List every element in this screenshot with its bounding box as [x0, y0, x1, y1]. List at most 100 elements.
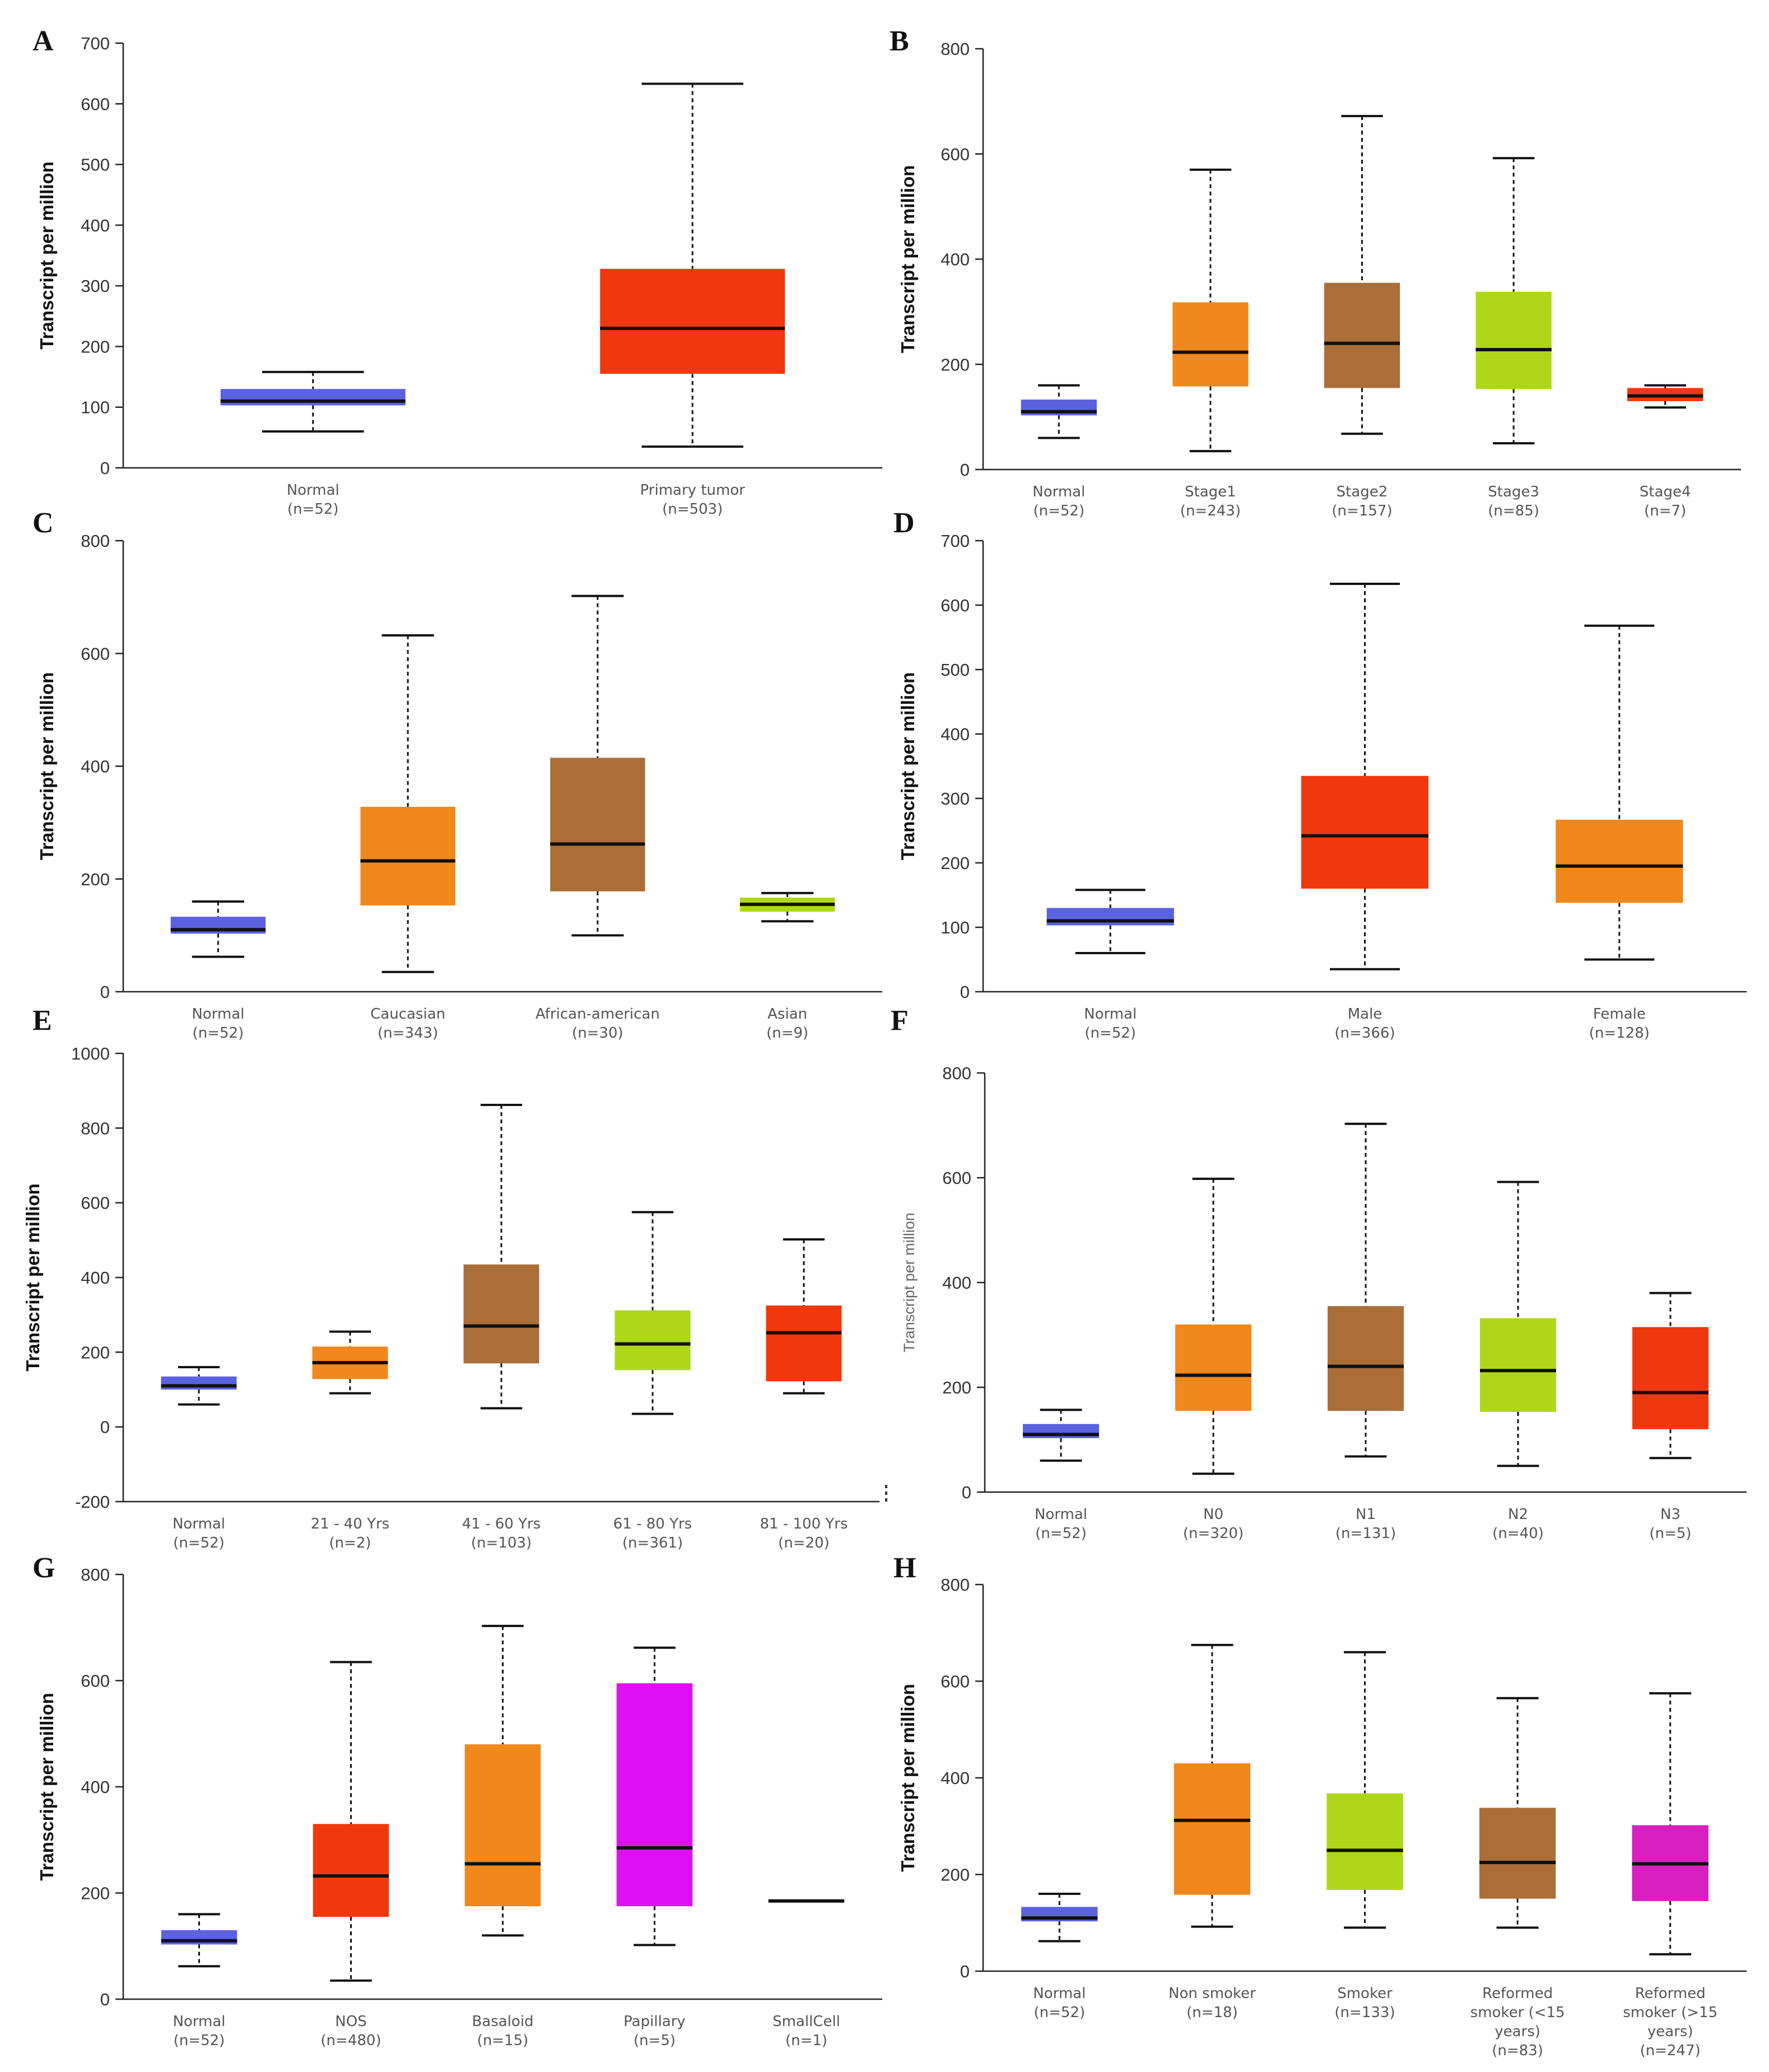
y-tick-label: 400 [81, 216, 110, 235]
x-tick-count: (n=40) [1492, 1525, 1544, 1542]
box-group-non-smoker: Non smoker (n=18) [1169, 1643, 1256, 2021]
x-tick-label: 21 - 40 Yrs [311, 1516, 389, 1532]
x-tick-label: smoker (>15 [1623, 2004, 1717, 2021]
box-group-21-40-yrs: 21 - 40 Yrs (n=2) [311, 1330, 389, 1551]
y-tick-label: 700 [81, 34, 110, 53]
y-tick-label: 0 [100, 1418, 110, 1437]
y-axis-label: Transcript per million [36, 672, 57, 861]
x-tick-count: (n=366) [1334, 1025, 1395, 1042]
x-tick-count: (n=320) [1183, 1525, 1244, 1542]
y-tick-label: 600 [941, 1672, 970, 1692]
box-group-male: Male (n=366) [1301, 583, 1429, 1042]
panel-d: D 0 100 200 300 400 500 600 700 Transcript per mi… [893, 507, 1747, 1042]
x-tick-count: (n=52) [173, 1535, 225, 1551]
y-tick-label: 800 [941, 1575, 970, 1595]
x-tick-label: years) [1495, 2023, 1540, 2040]
x-tick-label: 61 - 80 Yrs [613, 1516, 692, 1532]
y-axis-label: Transcript per million [36, 1693, 57, 1881]
panel-letter: H [893, 1552, 916, 1584]
box-group-caucasian: Caucasian (n=343) [360, 634, 455, 1042]
x-tick-count: (n=131) [1335, 1525, 1396, 1542]
x-tick-label: N2 [1508, 1506, 1528, 1523]
y-tick-label: 400 [81, 1777, 110, 1797]
x-tick-count: (n=52) [174, 2032, 225, 2049]
iqr-box [1479, 1808, 1556, 1899]
x-tick-count: (n=5) [634, 2032, 676, 2049]
y-tick-label: 800 [81, 531, 110, 551]
x-tick-label: smoker (<15 [1470, 2004, 1565, 2021]
y-tick-label: 300 [81, 276, 110, 296]
x-tick-count: (n=133) [1334, 2004, 1395, 2021]
panel-letter: A [32, 25, 54, 57]
y-tick-label: 600 [941, 596, 970, 615]
y-tick-label: 0 [960, 1962, 970, 1981]
x-tick-label: N1 [1356, 1506, 1376, 1523]
iqr-box [600, 268, 785, 374]
y-tick-label: -200 [75, 1492, 110, 1512]
y-tick-label: 300 [941, 789, 970, 809]
y-axis-label: Transcript per million [36, 161, 57, 350]
y-tick-label: 0 [100, 458, 110, 478]
y-tick-label: 800 [941, 39, 970, 59]
box-group-normal: Normal (n=52) [161, 1366, 237, 1551]
y-tick-label: 400 [941, 1768, 970, 1788]
y-tick-label: 400 [941, 724, 970, 744]
x-tick-count: (n=503) [662, 501, 723, 518]
y-tick-label: 500 [941, 660, 970, 680]
x-tick-count: (n=1) [785, 2032, 827, 2049]
x-tick-label: Normal [1033, 1985, 1086, 2002]
axis-break-marker [885, 1498, 887, 1502]
y-tick-label: 600 [942, 1168, 971, 1188]
iqr-box [1326, 1793, 1403, 1890]
y-tick-label: 600 [81, 1193, 110, 1213]
x-tick-count: (n=361) [622, 1535, 683, 1551]
x-tick-label: Non smoker [1169, 1985, 1256, 2002]
x-tick-label: African-american [536, 1006, 660, 1023]
panel-c: C 0 200 400 600 800 Transcript per million Norm… [32, 507, 882, 1042]
y-tick-label: 200 [81, 1342, 110, 1362]
x-tick-label: Normal [287, 482, 339, 499]
y-tick-label: 500 [81, 155, 110, 175]
panel-e: E -200 0 200 400 600 800 1000 Transcript per mil… [22, 1005, 887, 1551]
y-tick-label: 600 [81, 644, 110, 663]
box-group-asian: Asian (n=9) [739, 891, 835, 1042]
iqr-box [1632, 1327, 1709, 1429]
y-tick-label: 700 [941, 531, 970, 551]
box-group-papillary: Papillary (n=5) [616, 1646, 693, 2049]
box-group-primary-tumor: Primary tumor (n=503) [600, 82, 785, 518]
panel-letter: C [32, 507, 54, 539]
x-tick-count: (n=157) [1332, 503, 1392, 519]
y-tick-label: 100 [81, 398, 110, 417]
y-tick-label: 800 [81, 1118, 110, 1138]
x-tick-count: (n=15) [477, 2032, 529, 2049]
box-group-41-60-yrs: 41 - 60 Yrs (n=103) [462, 1104, 541, 1551]
panel-f: F 0 200 400 600 800 Transcript per million Norm… [891, 1005, 1747, 1542]
panel-g: G 0 200 400 600 800 Transcript per million Norm… [32, 1552, 882, 2049]
x-tick-label: N3 [1660, 1506, 1680, 1523]
iqr-box [1324, 282, 1400, 388]
box-group-n1: N1 (n=131) [1328, 1122, 1404, 1542]
panel-h: H 0 200 400 600 800 Transcript per million Norm… [893, 1552, 1747, 2059]
box-group-n2: N2 (n=40) [1480, 1181, 1556, 1542]
box-group-normal: Normal (n=52) [1021, 384, 1097, 519]
y-tick-label: 600 [81, 1671, 110, 1691]
iqr-box [1301, 775, 1429, 889]
y-tick-label: 100 [941, 918, 970, 937]
x-tick-count: (n=103) [471, 1535, 532, 1551]
iqr-box [1172, 302, 1249, 387]
x-tick-label: Stage3 [1488, 484, 1539, 500]
x-tick-count: (n=5) [1649, 1525, 1691, 1542]
x-tick-count: (n=52) [1034, 2004, 1085, 2021]
box-group-stage1: Stage1 (n=243) [1172, 168, 1249, 519]
iqr-box [360, 806, 455, 906]
box-group-n0: N0 (n=320) [1175, 1177, 1251, 1542]
box-group-stage3: Stage3 (n=85) [1475, 157, 1552, 519]
box-group-reformed-smoker-15-years-: Reformed smoker (>15 years) (n=247) [1623, 1692, 1717, 2059]
y-tick-label: 0 [962, 1483, 971, 1502]
y-axis-label: Transcript per million [897, 672, 918, 861]
box-group-basaloid: Basaloid (n=15) [464, 1624, 541, 2049]
box-group-stage4: Stage4 (n=7) [1627, 384, 1703, 519]
box-group-normal: Normal (n=52) [1021, 1893, 1098, 2021]
y-tick-label: 0 [100, 1990, 110, 2009]
